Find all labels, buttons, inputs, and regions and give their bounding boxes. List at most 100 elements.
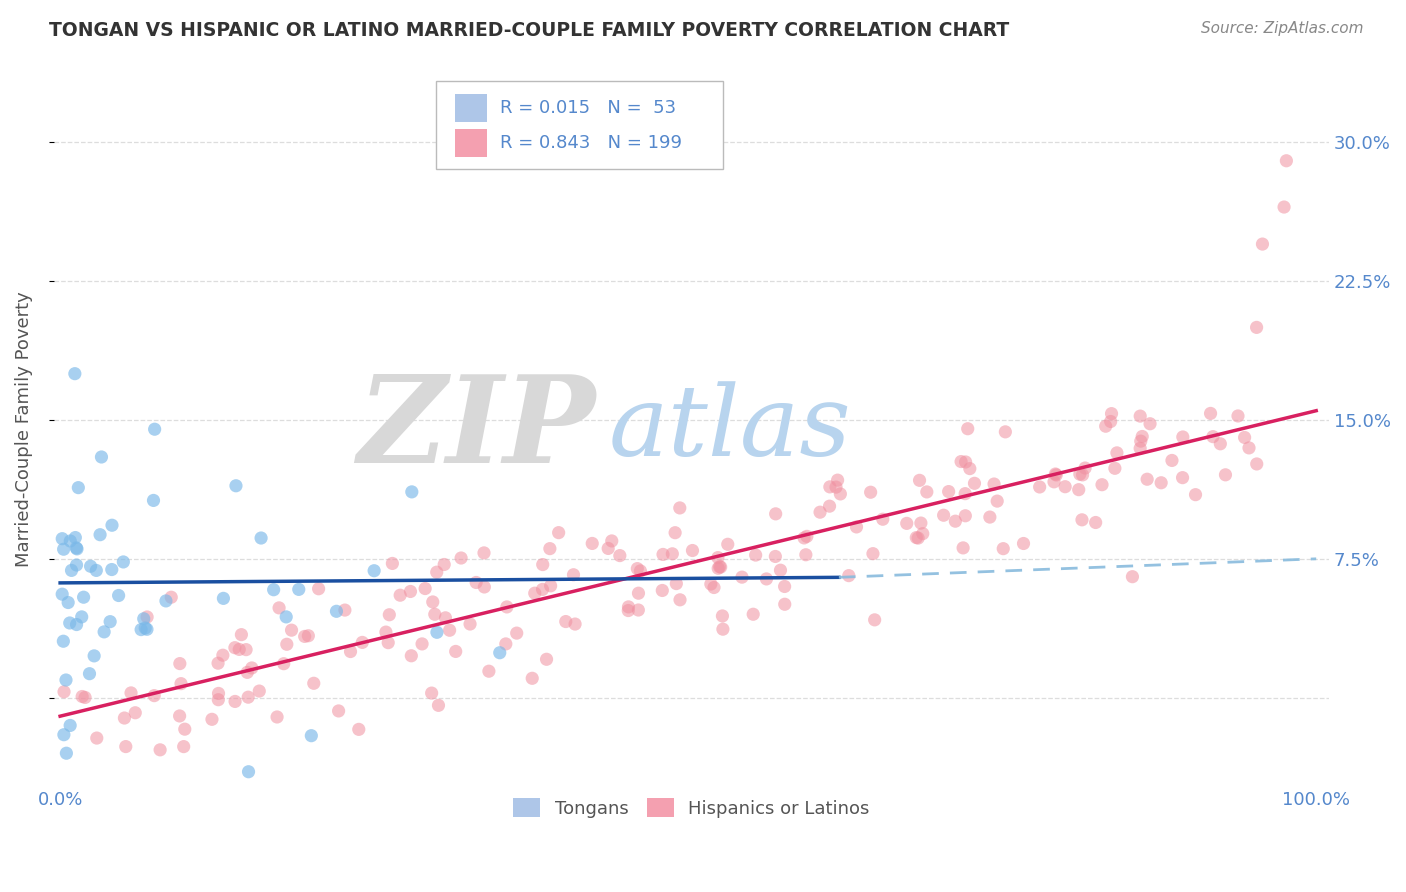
Point: [609, 549, 631, 563]
Y-axis label: Married-Couple Family Poverty: Married-Couple Family Poverty: [15, 292, 32, 567]
Point: [280, 623, 302, 637]
Point: [915, 484, 938, 499]
Point: [235, 642, 257, 657]
Point: [411, 637, 433, 651]
Point: [70, 690, 93, 704]
Point: [112, 711, 135, 725]
Point: [1130, 429, 1153, 443]
Point: [294, 629, 316, 643]
Point: [65, 531, 87, 545]
Point: [52, 728, 75, 742]
Point: [53, 685, 76, 699]
Point: [65, 558, 87, 572]
Point: [562, 567, 585, 582]
Point: [1099, 415, 1122, 429]
Point: [207, 692, 229, 706]
Point: [120, 686, 142, 700]
Point: [112, 555, 135, 569]
Point: [458, 617, 481, 632]
Point: [651, 583, 673, 598]
Point: [55, 746, 77, 760]
Point: [950, 454, 973, 468]
Text: TONGAN VS HISPANIC OR LATINO MARRIED-COUPLE FAMILY POVERTY CORRELATION CHART: TONGAN VS HISPANIC OR LATINO MARRIED-COU…: [49, 21, 1010, 39]
Point: [717, 537, 740, 551]
Point: [173, 722, 195, 736]
Point: [1045, 467, 1067, 482]
Point: [911, 526, 934, 541]
Point: [863, 613, 886, 627]
Point: [872, 512, 894, 526]
Point: [426, 625, 449, 640]
Point: [124, 706, 146, 720]
Point: [1215, 467, 1237, 482]
Point: [86, 563, 108, 577]
Point: [952, 541, 974, 555]
Point: [51, 587, 73, 601]
Point: [240, 661, 263, 675]
Point: [325, 604, 347, 618]
Point: [52, 634, 75, 648]
Point: [627, 603, 650, 617]
Point: [1104, 461, 1126, 475]
Text: R = 0.843   N = 199: R = 0.843 N = 199: [501, 134, 682, 152]
Point: [60, 563, 83, 577]
Point: [564, 617, 586, 632]
Point: [65, 541, 87, 555]
Point: [1129, 442, 1152, 456]
Point: [413, 582, 436, 596]
Point: [149, 743, 172, 757]
Point: [536, 652, 558, 666]
Point: [1101, 407, 1123, 421]
Point: [207, 686, 229, 700]
Text: R = 0.015   N =  53: R = 0.015 N = 53: [501, 99, 676, 117]
Point: [1227, 409, 1250, 423]
Point: [1136, 472, 1159, 486]
Point: [627, 586, 650, 600]
Point: [399, 584, 422, 599]
Point: [628, 564, 651, 578]
Point: [709, 559, 731, 574]
Point: [1272, 200, 1295, 214]
Point: [347, 723, 370, 737]
Point: [266, 710, 288, 724]
Point: [830, 487, 852, 501]
Point: [472, 546, 495, 560]
Point: [862, 547, 884, 561]
Point: [531, 558, 554, 572]
Point: [707, 550, 730, 565]
Point: [93, 624, 115, 639]
Point: [333, 603, 356, 617]
Point: [238, 764, 260, 779]
Text: atlas: atlas: [609, 382, 851, 477]
Point: [859, 485, 882, 500]
Point: [731, 570, 754, 584]
Point: [793, 531, 815, 545]
Point: [90, 450, 112, 464]
Point: [132, 612, 155, 626]
Point: [228, 642, 250, 657]
Point: [212, 591, 235, 606]
Point: [439, 624, 461, 638]
Point: [983, 477, 1005, 491]
Point: [744, 548, 766, 562]
Point: [955, 508, 977, 523]
Point: [450, 551, 472, 566]
Point: [423, 607, 446, 622]
Point: [143, 422, 166, 436]
Point: [938, 484, 960, 499]
Point: [389, 588, 412, 602]
Point: [98, 615, 121, 629]
Point: [83, 648, 105, 663]
Point: [169, 657, 191, 671]
Point: [1161, 453, 1184, 467]
Point: [136, 622, 159, 636]
Point: [155, 594, 177, 608]
Point: [907, 531, 929, 545]
Point: [75, 690, 97, 705]
Point: [652, 548, 675, 562]
Point: [114, 739, 136, 754]
Point: [160, 591, 183, 605]
Point: [959, 461, 981, 475]
Point: [236, 665, 259, 680]
Bar: [456, 128, 488, 157]
